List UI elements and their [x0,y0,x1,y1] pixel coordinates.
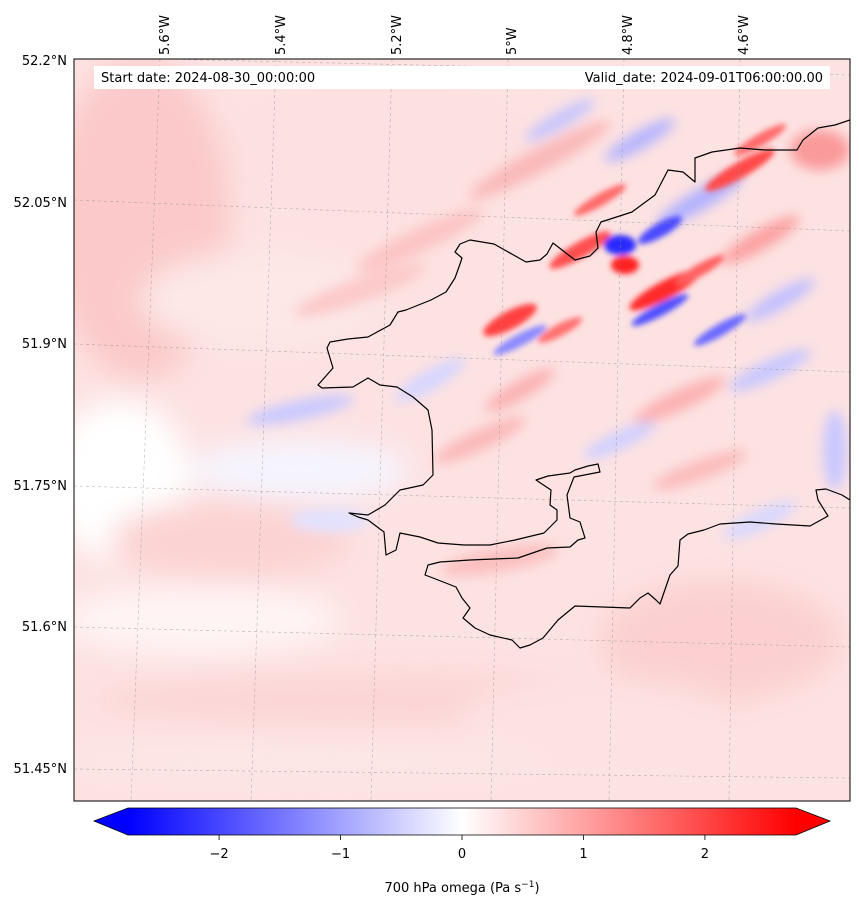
colorbar-label: 700 hPa omega (Pa s−1) [384,880,539,896]
omega-field-broad [74,60,840,782]
colorbar-extend-low [94,808,128,835]
colorbar-tick-label: 1 [579,847,587,862]
lat-tick: 51.75°N [14,479,67,494]
start-date-label: Start date: 2024-08-30_00:00:00 [101,71,315,86]
colorbar-tick-label: 0 [458,847,466,862]
lon-tick: 5°W [505,27,520,55]
coastline [317,119,850,649]
colorbar-tick-label: −2 [210,847,229,862]
valid-date-label: Valid_date: 2024-09-01T06:00:00.00 [585,71,823,86]
map-frame [73,58,851,802]
lat-tick-labels: 52.2°N 52.05°N 51.9°N 51.75°N 51.6°N 51.… [14,54,67,777]
omega-field-streaks [246,98,850,576]
colorbar-tick-label: −1 [331,847,350,862]
lat-tick: 52.05°N [14,196,67,211]
graticule [74,59,850,801]
info-box [94,66,830,89]
lat-tick: 52.2°N [22,54,67,69]
omega-field-cores [483,124,787,356]
lon-tick: 4.6°W [737,15,752,55]
colorbar-outline [92,807,832,836]
lon-tick: 4.8°W [621,15,636,55]
colorbar: −2 −1 0 1 2 700 hPa omega (Pa s−1) [92,807,832,896]
lat-tick: 51.45°N [14,762,67,777]
lon-tick: 5.2°W [390,15,405,55]
colorbar-tick-label: 2 [701,847,709,862]
lon-tick-labels: 5.6°W 5.4°W 5.2°W 5°W 4.8°W 4.6°W [158,15,752,55]
map-panel [74,59,850,801]
lat-tick: 51.6°N [22,620,67,635]
lon-tick: 5.4°W [274,15,289,55]
coastline-main [317,119,850,649]
colorbar-extend-high [796,808,830,835]
lat-tick: 51.9°N [22,337,67,352]
colorbar-ticks: −2 −1 0 1 2 [210,835,709,862]
lon-tick: 5.6°W [158,15,173,55]
colorbar-gradient [128,808,796,835]
